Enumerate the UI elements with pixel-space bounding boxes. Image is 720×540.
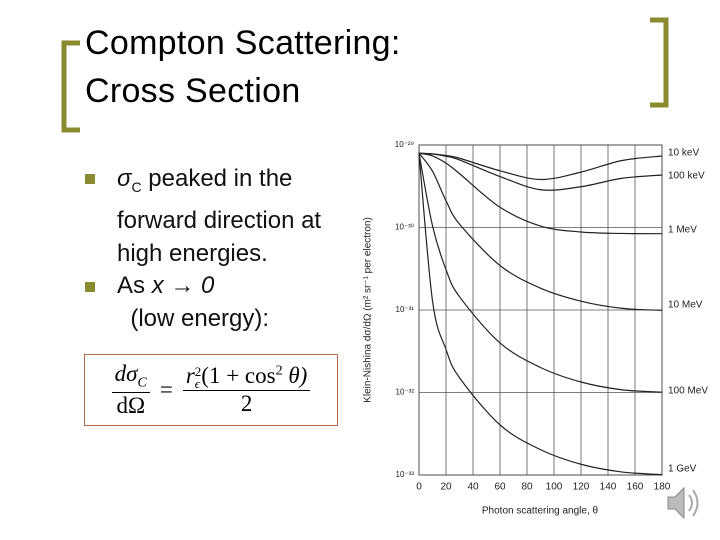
y-tick-label: 10⁻³²	[396, 388, 415, 397]
series-label: 1 GeV	[668, 464, 697, 475]
eq-sub: C	[137, 375, 147, 391]
x-tick-label: 40	[467, 482, 479, 493]
x-tick-label: 80	[521, 482, 533, 493]
bullet-italic: x → 0	[151, 272, 215, 299]
series-line	[418, 152, 663, 181]
x-tick-label: 0	[416, 482, 422, 493]
equals: =	[159, 377, 173, 402]
bullet-text: As	[117, 272, 152, 299]
left-bracket	[61, 40, 80, 133]
series-line	[418, 152, 663, 311]
series-line	[418, 152, 663, 191]
series-label: 100 keV	[668, 171, 705, 182]
series-label: 100 MeV	[668, 386, 708, 397]
eq-sup: 2	[194, 363, 202, 379]
x-tick-label: 60	[494, 482, 506, 493]
bullet-marker	[85, 282, 95, 292]
series-label: 10 keV	[668, 148, 699, 159]
y-tick-label: 10⁻³³	[396, 470, 415, 479]
x-tick-label: 140	[600, 482, 617, 493]
subscript: C	[131, 178, 142, 195]
equation: dσC dΩ = r 2 ϵ (1 + cos2 θ) 2	[84, 354, 338, 426]
x-tick-label: 100	[546, 482, 563, 493]
y-tick-label: 10⁻²⁹	[395, 140, 414, 149]
bullet-marker	[85, 174, 95, 184]
y-tick-label: 10⁻³¹	[396, 305, 415, 314]
series-label: 10 MeV	[668, 300, 703, 311]
speaker-icon[interactable]	[667, 486, 699, 520]
series-line	[418, 153, 663, 393]
bullet-text: peaked in the forward direction at high …	[117, 165, 322, 267]
eq-text: r	[185, 363, 195, 389]
numerator: dσC	[111, 361, 150, 393]
series-line	[418, 152, 663, 235]
series-line	[418, 153, 663, 476]
series-label: 1 MeV	[668, 225, 697, 236]
denominator: 2	[240, 390, 253, 416]
bullet: As x → 0 (low energy):	[117, 269, 317, 335]
sigma: σ	[117, 165, 132, 192]
x-tick-label: 20	[440, 482, 452, 493]
title-line: Compton Scattering:	[85, 24, 401, 62]
y-axis-title: Klein-Nishina dσ/dΩ (m² sr⁻¹ per electro…	[363, 217, 374, 403]
eq-sup: 2	[275, 363, 283, 379]
eq-text: dσ	[114, 361, 138, 387]
y-tick-label: 10⁻³⁰	[395, 223, 414, 232]
x-tick-label: 180	[654, 482, 671, 493]
numerator: r 2 ϵ (1 + cos2 θ)	[182, 363, 311, 391]
x-axis-title: Photon scattering angle, θ	[482, 506, 599, 517]
eq-text: θ)	[282, 363, 308, 389]
eq-text: (1 + cos	[201, 363, 276, 389]
eq-sub: ϵ	[194, 375, 201, 391]
x-tick-label: 160	[627, 482, 644, 493]
fraction: dσC dΩ	[111, 361, 150, 419]
bullet: σC peaked in the forward direction at hi…	[117, 162, 362, 270]
denominator: dΩ	[116, 392, 146, 418]
x-tick-label: 120	[573, 482, 590, 493]
right-bracket	[650, 17, 669, 108]
bullet-text: (low energy):	[117, 305, 270, 332]
title-line: Cross Section	[85, 72, 301, 110]
fraction: r 2 ϵ (1 + cos2 θ) 2	[182, 363, 311, 417]
